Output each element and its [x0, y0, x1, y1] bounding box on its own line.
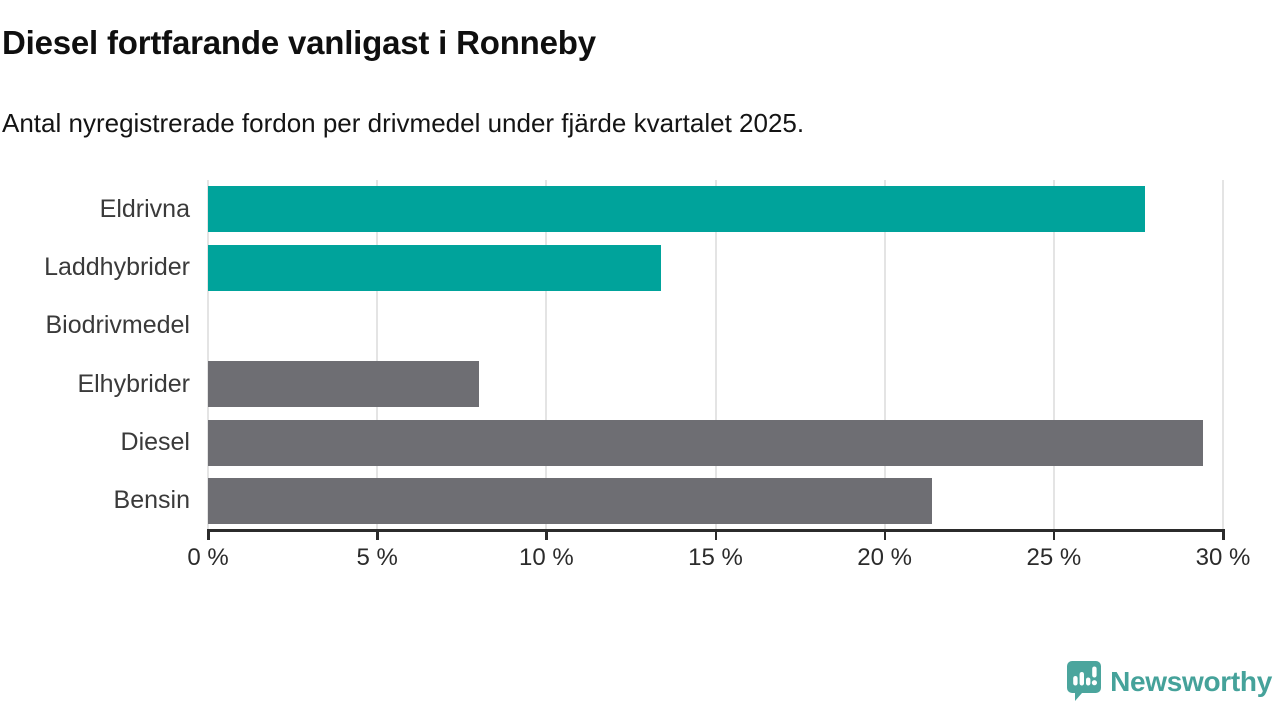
y-label-laddhybrider: Laddhybrider	[44, 252, 190, 281]
x-tick-label-20: 20 %	[857, 544, 912, 571]
gridline-10	[545, 180, 548, 530]
plot-area	[207, 180, 1224, 530]
x-tick-10	[545, 532, 548, 540]
chart-title: Diesel fortfarande vanligast i Ronneby	[2, 24, 596, 61]
gridline-15	[714, 180, 717, 530]
y-label-elhybrider: Elhybrider	[77, 369, 190, 398]
gridline-5	[376, 180, 379, 530]
bar-chart: Eldrivna Laddhybrider Biodrivmedel Elhybrid…	[44, 180, 1251, 571]
newsworthy-logo-text: Newsworthy	[1110, 665, 1272, 697]
gridline-20	[883, 180, 886, 530]
x-tick-15	[714, 532, 717, 540]
bar-diesel	[208, 419, 1203, 466]
x-tick-label-15: 15 %	[688, 544, 743, 571]
newsworthy-logo-icon	[1067, 661, 1102, 701]
gridline-0	[207, 180, 209, 530]
x-tick-5	[376, 532, 379, 540]
bar-laddhybrider	[208, 244, 662, 291]
bar-bensin	[208, 477, 933, 524]
gridline-25	[1052, 180, 1055, 530]
bar-eldrivna	[208, 186, 1146, 233]
x-tick-25	[1052, 532, 1056, 540]
y-label-eldrivna: Eldrivna	[99, 194, 190, 223]
gridline-30	[1222, 180, 1224, 530]
y-label-diesel: Diesel	[120, 427, 190, 456]
chart-subtitle: Antal nyregistrerade fordon per drivmede…	[2, 108, 805, 138]
x-tick-label-5: 5 %	[356, 544, 398, 571]
x-tick-20	[883, 532, 887, 540]
newsworthy-logo: Newsworthy	[1067, 661, 1272, 702]
x-tick-label-25: 25 %	[1026, 544, 1082, 571]
y-label-biodrivmedel: Biodrivmedel	[45, 311, 190, 340]
bar-elhybrider	[208, 361, 479, 408]
x-tick-30	[1222, 532, 1225, 540]
x-axis-line	[207, 529, 1225, 532]
x-tick-label-0: 0 %	[187, 544, 229, 571]
x-tick-0	[207, 532, 210, 540]
x-tick-label-10: 10 %	[518, 544, 574, 571]
x-tick-label-30: 30 %	[1195, 544, 1251, 571]
y-label-bensin: Bensin	[113, 486, 190, 515]
